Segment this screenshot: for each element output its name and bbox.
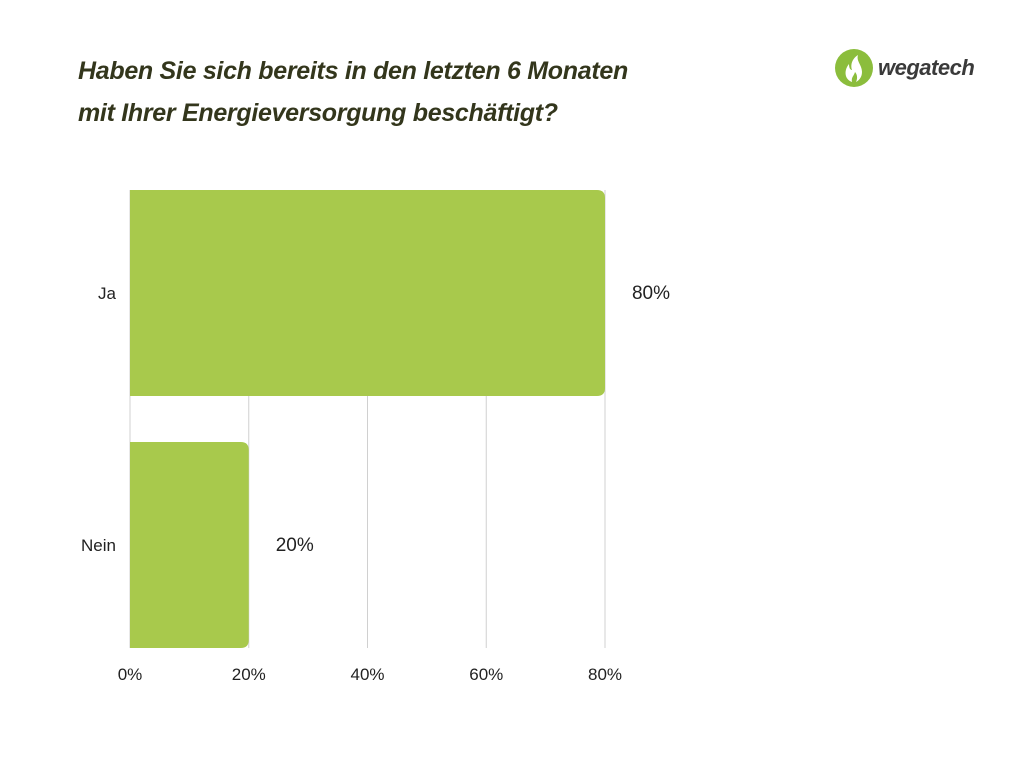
x-tick-label: 20% [232, 665, 266, 684]
title-line-1: Haben Sie sich bereits in den letzten 6 … [78, 57, 628, 85]
x-tick-label: 80% [588, 665, 622, 684]
category-label: Nein [81, 536, 116, 555]
logo-text: wegatech [878, 55, 975, 80]
bar-ja [130, 190, 605, 396]
data-label: 20% [276, 535, 314, 556]
title-line-2: mit Ihrer Energieversorgung beschäftigt? [78, 99, 558, 127]
category-label: Ja [98, 284, 117, 303]
x-tick-label: 60% [469, 665, 503, 684]
x-tick-label: 0% [118, 665, 143, 684]
bar-nein [130, 442, 249, 648]
flame-logo-icon [835, 49, 873, 87]
wegatech-logo: wegatech [835, 49, 975, 87]
chart-title: Haben Sie sich bereits in den letzten 6 … [78, 50, 628, 134]
x-tick-label: 40% [350, 665, 384, 684]
data-label: 80% [632, 283, 670, 304]
